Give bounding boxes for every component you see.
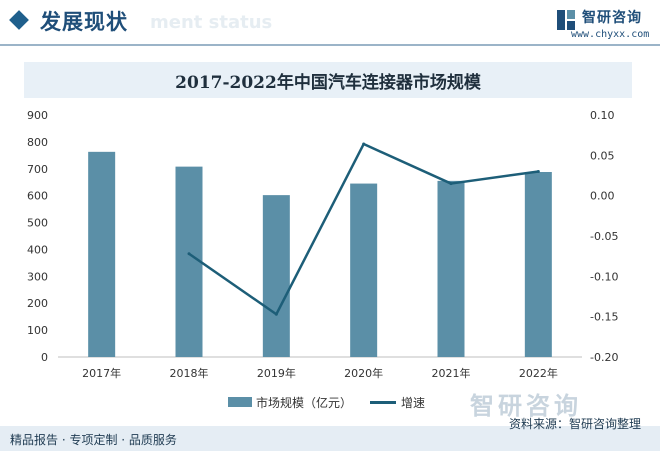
x-tick-label: 2021年 — [432, 366, 471, 380]
y-left-tick-label: 700 — [27, 163, 48, 176]
x-tick-label: 2022年 — [519, 366, 558, 380]
growth-point-2022年 — [536, 169, 540, 173]
y-right-tick-label: 0.05 — [590, 149, 615, 162]
y-left-tick-label: 100 — [27, 324, 48, 337]
y-right-tick-label: -0.20 — [590, 351, 618, 364]
watermark-logo-text: 智研咨询 — [470, 392, 582, 420]
growth-point-2018年 — [187, 252, 191, 256]
header-divider — [0, 44, 660, 46]
growth-point-2020年 — [362, 142, 366, 146]
x-tick-label: 2018年 — [170, 366, 209, 380]
legend-bar-swatch — [228, 397, 252, 407]
y-left-tick-label: 600 — [27, 190, 48, 203]
x-tick-label: 2020年 — [344, 366, 383, 380]
x-tick-label: 2019年 — [257, 366, 296, 380]
y-right-tick-label: -0.10 — [590, 270, 618, 283]
bar-2020年 — [350, 183, 378, 357]
bar-2018年 — [175, 166, 203, 357]
y-left-tick-label: 500 — [27, 217, 48, 230]
bar-2017年 — [88, 151, 116, 357]
footer-tagline: 精品报告 · 专项定制 · 品质服务 — [10, 433, 177, 447]
y-left-tick-label: 200 — [27, 297, 48, 310]
chart-title-band: 2017-2022年中国汽车连接器市场规模 — [24, 62, 632, 98]
english-ghost-text: ment status — [150, 12, 273, 33]
legend-bar-label: 市场规模（亿元） — [256, 396, 353, 410]
y-right-tick-label: 0.00 — [590, 190, 615, 203]
source-note: 资料来源：智研咨询整理 — [509, 417, 642, 431]
y-left-tick-label: 400 — [27, 243, 48, 256]
growth-point-2019年 — [274, 312, 278, 316]
chart-title: 2017-2022年中国汽车连接器市场规模 — [175, 73, 481, 93]
y-right-tick-label: -0.15 — [590, 311, 618, 324]
x-tick-label: 2017年 — [82, 366, 121, 380]
y-right-tick-label: -0.05 — [590, 230, 618, 243]
brand-name: 智研咨询 — [582, 10, 642, 26]
legend-line-swatch — [370, 401, 396, 404]
y-left-tick-label: 900 — [27, 109, 48, 122]
brand-url[interactable]: www.chyxx.com — [571, 29, 650, 40]
chart-legend: 市场规模（亿元） 增速 — [0, 392, 660, 412]
bar-2021年 — [437, 180, 465, 357]
brand-logo-icon — [557, 10, 575, 30]
page-title: 发展现状 — [40, 10, 128, 34]
legend-line-label: 增速 — [401, 396, 426, 410]
footer-band: 精品报告 · 专项定制 · 品质服务 资料来源：智研咨询整理 — [0, 417, 660, 451]
bar-2019年 — [262, 195, 290, 357]
y-left-tick-label: 800 — [27, 136, 48, 149]
y-right-tick-label: 0.10 — [590, 109, 615, 122]
growth-point-2021年 — [449, 182, 453, 186]
y-left-tick-label: 0 — [41, 351, 48, 364]
y-left-tick-label: 300 — [27, 270, 48, 283]
header: ment status 发展现状 智研咨询 www.chyxx.com — [0, 0, 660, 46]
bar-2022年 — [524, 172, 552, 357]
